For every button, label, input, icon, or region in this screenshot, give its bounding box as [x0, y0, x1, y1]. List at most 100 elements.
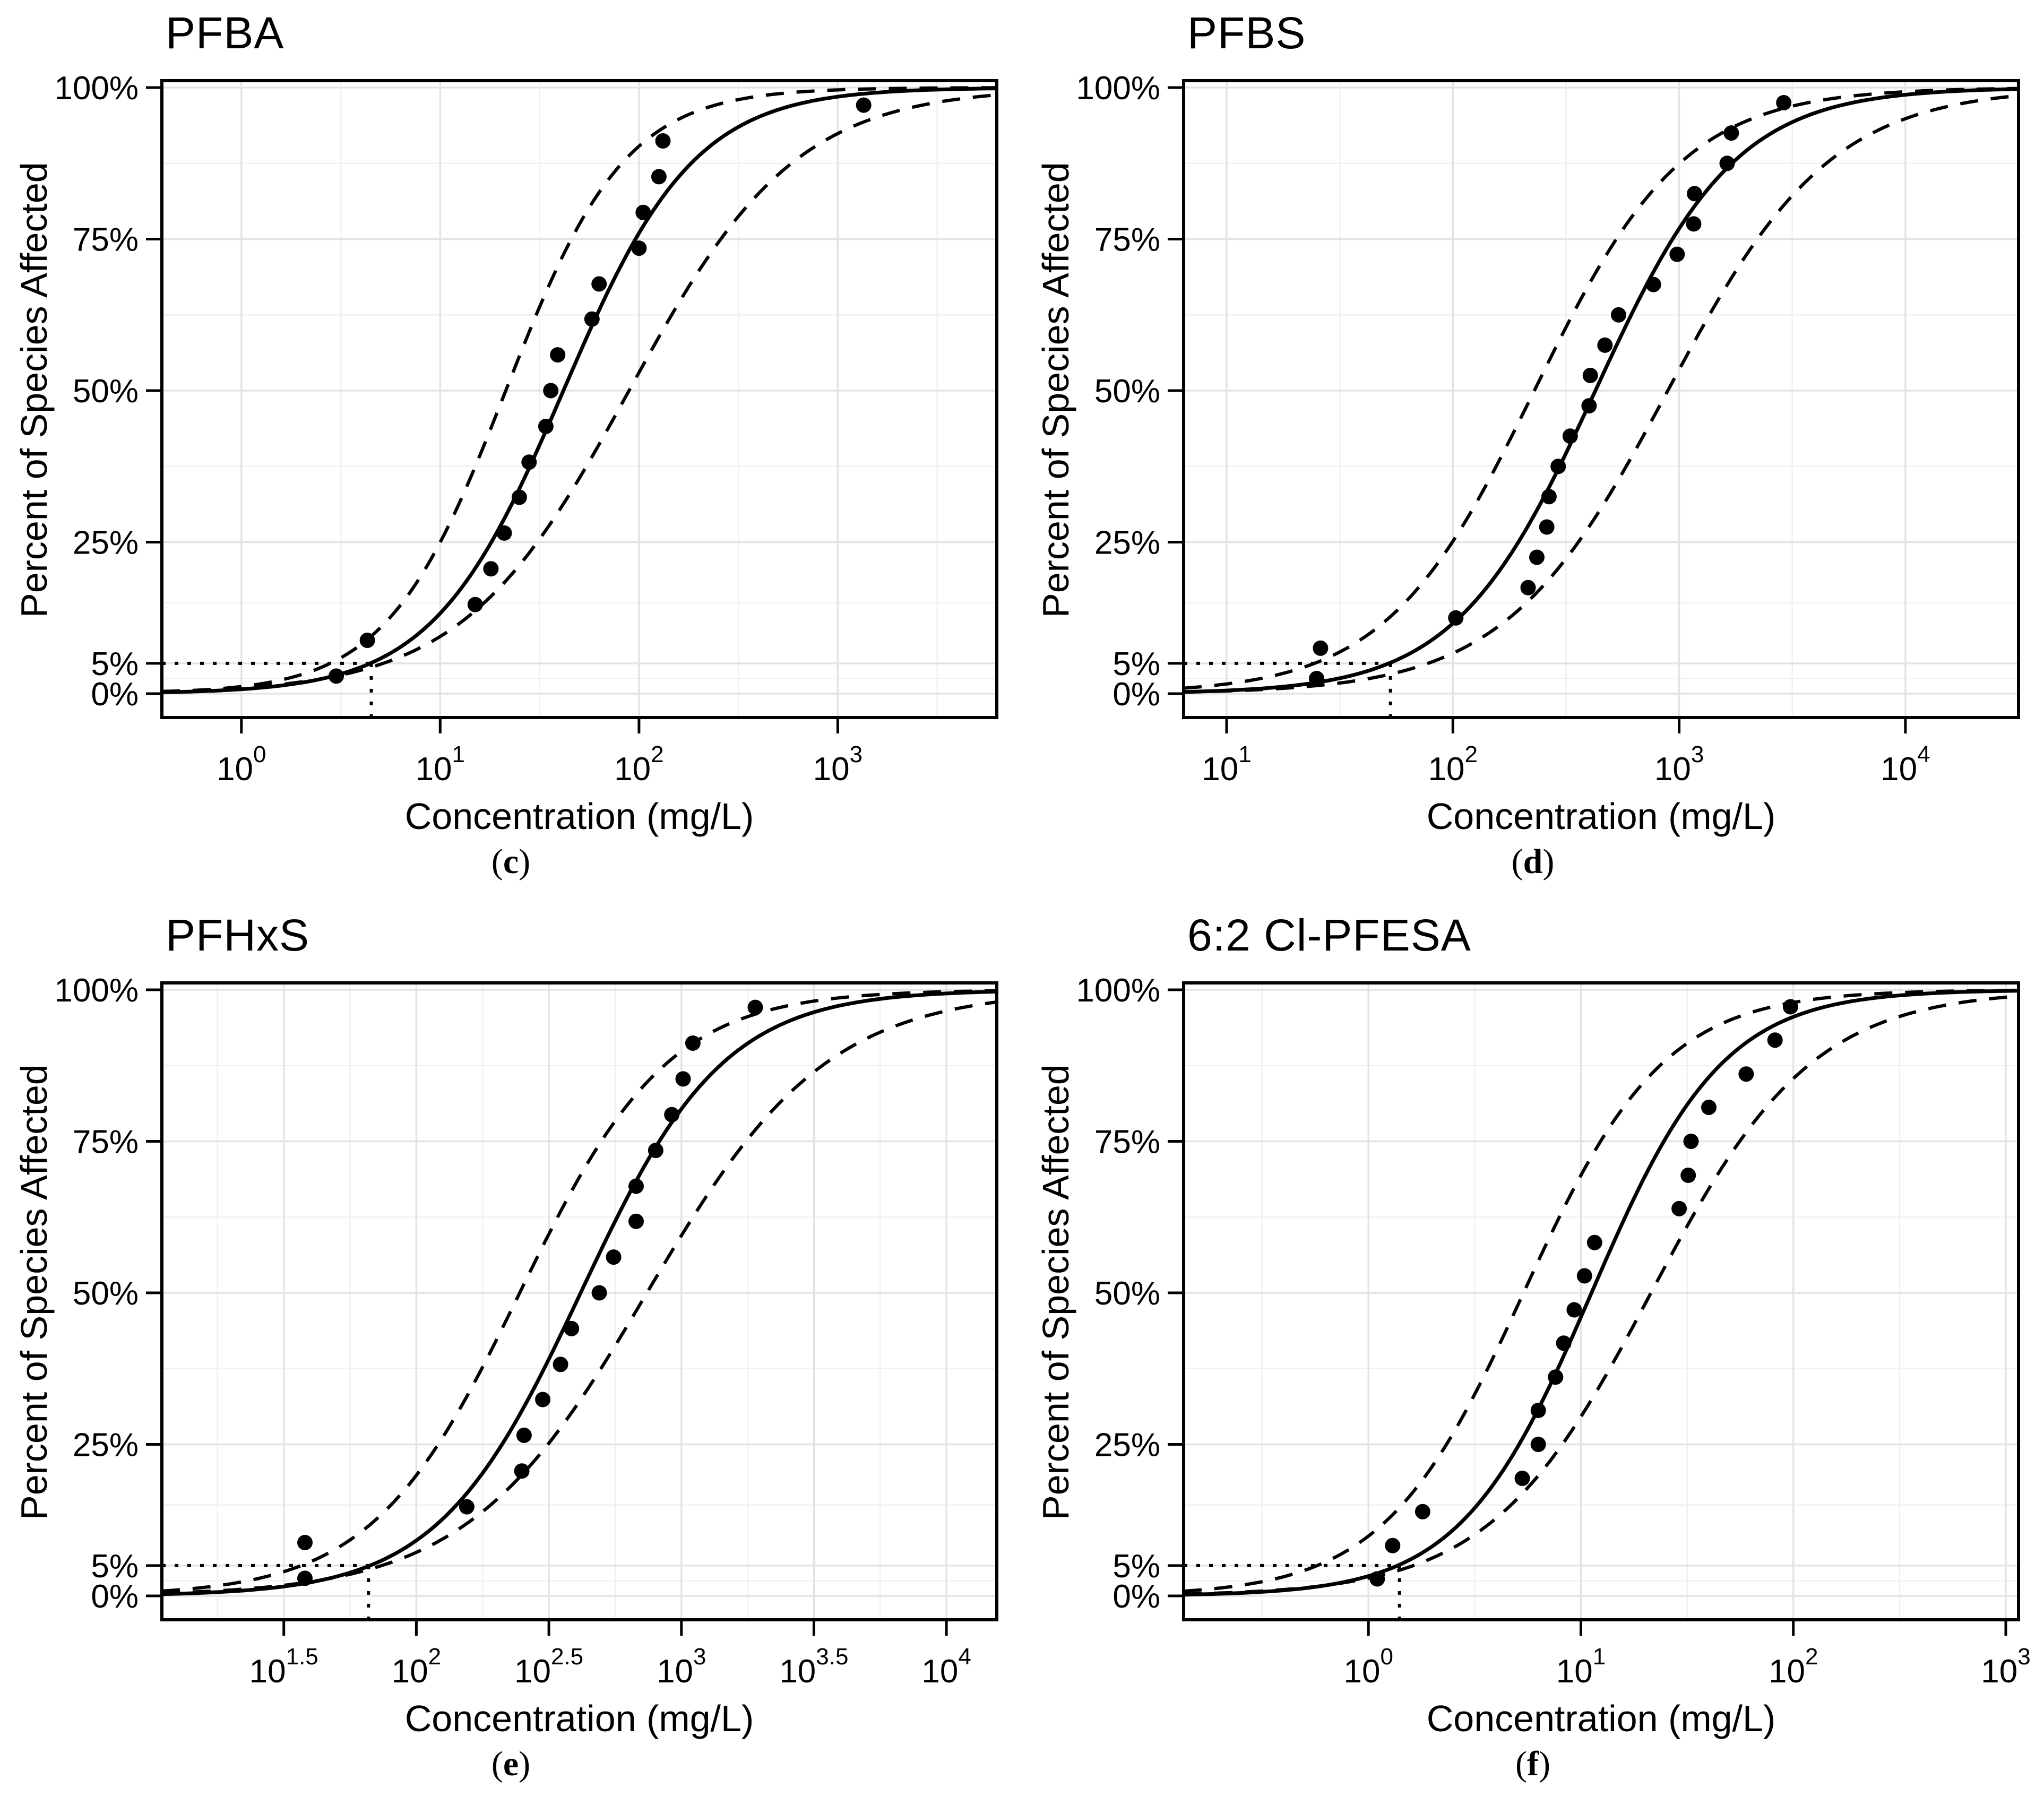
- ssd-plot-pfhxs: 101.5 102 102.5 103 103.5 104 0%5% 25% 50% 75% 100…: [54, 972, 998, 1690]
- confidence-band-lower: [1184, 988, 2019, 1593]
- gridlines-major: [1184, 983, 2019, 1620]
- y-tick-label: 25%: [73, 1427, 139, 1464]
- x-tick-label: 103: [657, 1644, 706, 1690]
- data-points: [297, 999, 763, 1586]
- data-point: [1719, 156, 1735, 171]
- subplot-caption: (e): [0, 1744, 1022, 1784]
- data-point: [511, 489, 527, 505]
- x-tick-label: 101: [1202, 741, 1251, 788]
- data-point: [856, 97, 872, 113]
- ssd-plot-62cl-pfesa: 100 101 102 103 0%5% 25% 50% 75% 100%: [1076, 972, 2030, 1690]
- curves: [1184, 988, 2019, 1620]
- data-point: [1782, 999, 1798, 1015]
- y-tick-label: 5%: [1112, 646, 1160, 683]
- chart-title: PFBA: [166, 8, 284, 58]
- data-point: [538, 418, 554, 434]
- y-tick-label: 5%: [91, 1548, 139, 1585]
- data-point: [1701, 1100, 1717, 1115]
- y-tick-label: 5%: [91, 646, 139, 683]
- data-point: [1369, 1571, 1385, 1587]
- fit-curve: [162, 87, 997, 694]
- data-point: [1562, 428, 1578, 444]
- x-tick-label: 103: [813, 741, 863, 788]
- gridlines-minor: [1184, 983, 2019, 1620]
- subplot-f-62cl-pfesa: 100 101 102 103 0% 5% 25% 50% 75% 100% 6:2 Cl-PFE…: [1022, 902, 2044, 1805]
- x-tick-label: 103: [1654, 741, 1704, 788]
- data-point: [651, 169, 667, 185]
- data-point: [1581, 398, 1597, 414]
- y-tick-label: 75%: [1094, 222, 1160, 258]
- data-point: [628, 1213, 644, 1229]
- data-point: [1556, 1335, 1572, 1351]
- y-tick-label: 25%: [1094, 1427, 1160, 1464]
- y-tick-label: 25%: [73, 525, 139, 562]
- x-tick-label: 104: [921, 1644, 971, 1690]
- y-axis-ticks: 0%5% 25% 50% 75% 100%: [54, 972, 162, 1615]
- y-tick-label: 0%: [91, 676, 139, 713]
- subplot-e-pfhxs: 101.5 102 102.5 103 103.5 104 0% 5% 25% 50% 75% 100…: [0, 902, 1022, 1805]
- data-point: [591, 276, 607, 292]
- caption-paren-open: (: [491, 842, 503, 881]
- y-tick-label: 100%: [1076, 972, 1160, 1009]
- data-points: [1309, 95, 1792, 686]
- data-point: [1539, 519, 1555, 535]
- y-tick-label: 75%: [73, 222, 139, 258]
- y-tick-label: 5%: [1112, 1548, 1160, 1585]
- x-axis-title: Concentration (mg/L): [404, 1698, 754, 1739]
- ssd-plot-pfba: 100 101 102 103 0%5% 25% 50% 75% 100%: [54, 70, 998, 788]
- caption-paren-open: (: [491, 1744, 503, 1783]
- y-tick-label: 100%: [54, 70, 139, 107]
- panel-border: [160, 981, 998, 1621]
- data-point: [1576, 1268, 1592, 1284]
- x-axis-ticks: 100 101 102 103: [217, 718, 863, 788]
- y-axis-ticks: 0%5% 25% 50% 75% 100%: [1076, 70, 1184, 713]
- data-point: [553, 1357, 568, 1372]
- data-points: [329, 97, 872, 684]
- y-tick-label: 25%: [1094, 525, 1160, 562]
- data-point: [496, 525, 512, 541]
- curves: [1184, 87, 2019, 718]
- data-point: [359, 633, 375, 648]
- data-point: [1586, 1234, 1602, 1250]
- chart-title: PFBS: [1187, 8, 1306, 58]
- caption-paren-close: ): [519, 842, 531, 881]
- data-point: [1767, 1032, 1783, 1048]
- gridlines-major: [1184, 81, 2019, 718]
- y-tick-label: 50%: [73, 373, 139, 410]
- data-point: [675, 1071, 691, 1087]
- hc5-reference-lines: [162, 661, 373, 718]
- data-point: [550, 347, 566, 363]
- y-tick-label: 50%: [1094, 1275, 1160, 1312]
- x-tick-label: 101.5: [249, 1644, 318, 1690]
- y-tick-label: 50%: [1094, 373, 1160, 410]
- data-point: [329, 668, 344, 684]
- caption-letter: d: [1523, 842, 1543, 881]
- x-tick-label: 100: [217, 741, 266, 788]
- data-point: [1385, 1538, 1401, 1553]
- data-point: [1548, 1369, 1564, 1385]
- x-tick-label: 101: [416, 741, 465, 788]
- confidence-band-upper: [162, 93, 997, 693]
- data-point: [1611, 307, 1626, 323]
- x-tick-label: 101: [1556, 1644, 1606, 1690]
- caption-paren-open: (: [1511, 842, 1523, 881]
- y-axis-title: Percent of Species Affected: [13, 1064, 55, 1521]
- gridlines-minor: [1184, 81, 2019, 718]
- panel-border: [1182, 79, 2020, 719]
- chart-title: PFHxS: [166, 910, 310, 960]
- confidence-band-curves: [1184, 87, 2019, 694]
- y-axis-ticks: 0%5% 25% 50% 75% 100%: [1076, 972, 1184, 1615]
- caption-paren-close: ): [1542, 842, 1555, 881]
- data-point: [521, 454, 537, 470]
- data-point: [591, 1285, 607, 1301]
- hc5-reference-lines: [1184, 1564, 1401, 1620]
- data-point: [514, 1463, 530, 1479]
- subplot-caption: (c): [0, 842, 1022, 882]
- x-axis-title: Concentration (mg/L): [1426, 796, 1776, 837]
- y-tick-label: 50%: [73, 1275, 139, 1312]
- data-point: [1313, 640, 1329, 656]
- data-point: [635, 204, 651, 220]
- data-point: [1514, 1471, 1530, 1486]
- x-tick-label: 103: [1981, 1644, 2030, 1690]
